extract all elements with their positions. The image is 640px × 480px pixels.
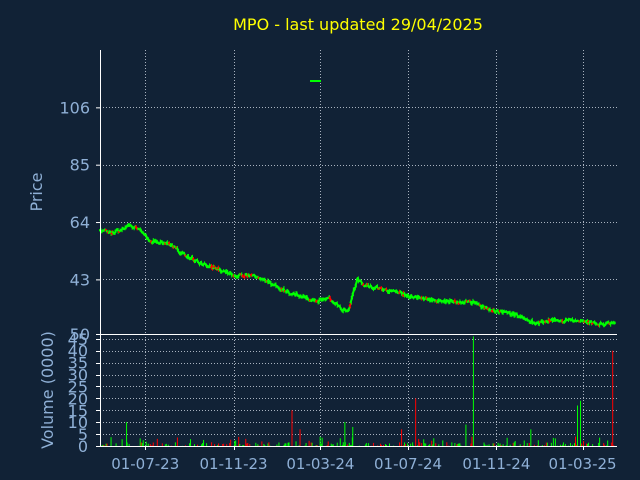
date-tick-label: 01-03-24 (286, 455, 354, 473)
volume-tick-label: 10 (68, 413, 88, 432)
chart-axes (100, 50, 617, 447)
price-candle-body (354, 279, 359, 287)
volume-axis-label: Volume (0000) (38, 331, 57, 449)
volume-tick-label: 15 (68, 401, 88, 420)
date-tick-label: 01-11-24 (462, 455, 530, 473)
volume-bars (101, 336, 615, 446)
date-tick-labels: 01-07-23 01-11-23 01-03-24 01-07-24 01-11-24… (111, 446, 617, 473)
volume-tick-label: 35 (68, 354, 88, 373)
price-tick-labels: 106 85 64 43 50 (59, 98, 100, 344)
date-tick-label: 01-11-23 (200, 455, 268, 473)
price-grid (100, 50, 617, 334)
price-tick-label: 50 (70, 325, 90, 344)
date-tick-label: 01-07-24 (374, 455, 442, 473)
chart-title: MPO - last updated 29/04/2025 (233, 15, 483, 34)
date-tick-label: 01-03-25 (548, 455, 616, 473)
price-tick-label: 85 (70, 156, 90, 175)
volume-tick-label: 40 (68, 342, 88, 361)
price-candle-body (351, 289, 356, 296)
price-tick-label: 43 (70, 270, 90, 289)
volume-grid (100, 334, 617, 446)
volume-tick-label: 5 (78, 425, 88, 444)
volume-tick-label: 20 (68, 389, 88, 408)
volume-tick-label: 45 (68, 330, 88, 349)
price-tick-label: 64 (70, 213, 90, 232)
price-candles (98, 223, 617, 328)
price-axis-label: Price (27, 172, 46, 211)
price-candle-body (613, 321, 617, 325)
volume-tick-label: 30 (68, 366, 88, 385)
date-tick-label: 01-07-23 (111, 455, 179, 473)
price-candle-body (353, 285, 358, 290)
volume-tick-label: 0 (78, 437, 88, 456)
price-tick-label: 106 (59, 98, 90, 117)
volume-tick-label: 25 (68, 377, 88, 396)
